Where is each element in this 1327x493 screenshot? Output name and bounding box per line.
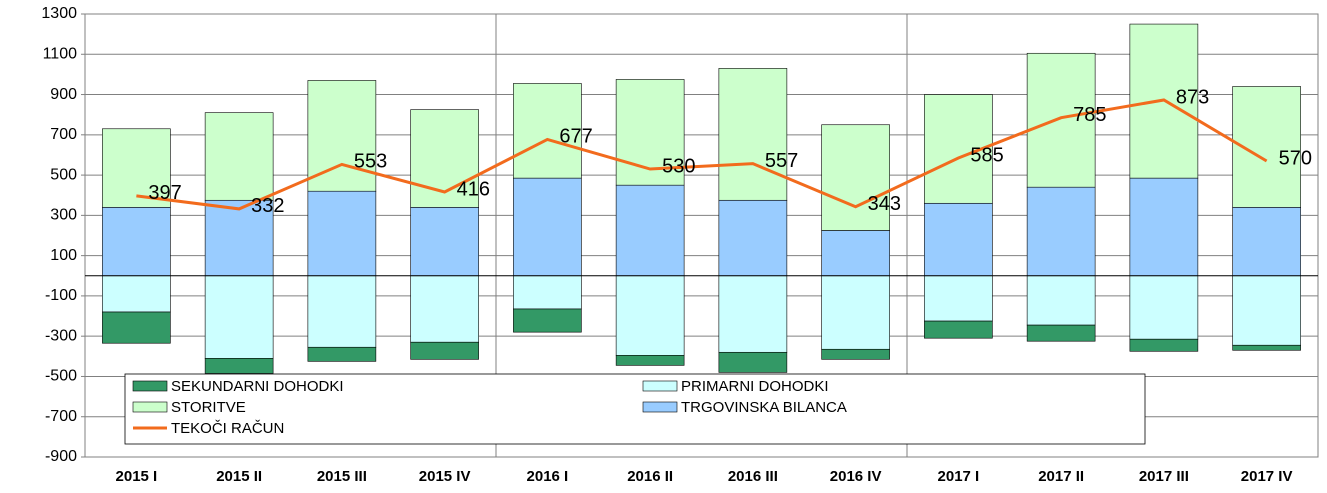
legend-swatch — [132, 380, 168, 392]
bar — [513, 177, 582, 277]
legend-swatch — [132, 401, 168, 413]
bar — [307, 190, 377, 277]
bar — [204, 199, 274, 277]
bar — [1026, 52, 1096, 188]
x-tick-label: 2017 II — [1038, 468, 1084, 485]
y-tick-label: 1300 — [41, 5, 77, 22]
bar — [1232, 344, 1301, 351]
y-tick-label: 700 — [50, 126, 77, 143]
bar — [102, 275, 171, 313]
bar — [410, 207, 479, 277]
y-tick-label: -500 — [45, 368, 77, 385]
bar — [1232, 275, 1301, 346]
data-label: 397 — [148, 182, 181, 204]
legend-label: TEKOČI RAČUN — [171, 420, 284, 437]
data-label: 570 — [1279, 147, 1312, 169]
bar — [615, 355, 685, 366]
x-tick-label: 2016 III — [728, 468, 778, 485]
bar — [615, 275, 685, 356]
x-tick-label: 2015 I — [116, 468, 158, 485]
bar — [718, 275, 788, 353]
x-tick-label: 2016 I — [527, 468, 569, 485]
data-label: 557 — [765, 150, 798, 172]
x-tick-label: 2015 III — [317, 468, 367, 485]
bar — [1026, 275, 1096, 326]
bar — [513, 275, 582, 310]
bar — [821, 230, 890, 277]
bar — [1129, 275, 1199, 340]
bar — [204, 358, 274, 374]
legend-box — [124, 373, 1146, 445]
bar — [821, 124, 890, 231]
bar — [1232, 207, 1301, 277]
data-label: 785 — [1073, 104, 1106, 126]
bar — [1026, 324, 1096, 342]
bar — [307, 346, 377, 362]
bar — [924, 275, 993, 322]
data-label: 553 — [354, 151, 387, 173]
x-tick-label: 2017 I — [938, 468, 980, 485]
bar — [718, 68, 788, 201]
bar — [410, 275, 479, 343]
bar — [718, 199, 788, 277]
bar — [410, 341, 479, 360]
legend-swatch — [642, 380, 678, 392]
y-tick-label: -300 — [45, 327, 77, 344]
bar — [924, 202, 993, 277]
bar — [615, 184, 685, 277]
y-tick-label: -900 — [45, 448, 77, 465]
line — [136, 98, 1268, 211]
bar — [924, 320, 993, 339]
legend-label: SEKUNDARNI DOHODKI — [171, 378, 344, 395]
legend-label: TRGOVINSKA BILANCA — [681, 399, 847, 416]
y-tick-label: 1100 — [43, 45, 78, 62]
x-tick-label: 2017 IV — [1241, 468, 1293, 485]
bar — [821, 275, 890, 350]
y-tick-label: -100 — [45, 287, 77, 304]
bar — [1129, 338, 1199, 352]
x-tick-label: 2015 IV — [419, 468, 471, 485]
x-tick-label: 2015 II — [216, 468, 262, 485]
bar — [1129, 177, 1199, 277]
x-tick-label: 2016 II — [627, 468, 673, 485]
data-label: 530 — [662, 155, 695, 177]
legend-label: STORITVE — [171, 399, 246, 416]
bar — [513, 83, 582, 179]
bar — [204, 275, 274, 359]
bar — [204, 112, 274, 201]
bar — [102, 128, 171, 208]
data-label: 677 — [559, 126, 592, 148]
bar — [307, 275, 377, 348]
legend-label: PRIMARNI DOHODKI — [681, 378, 829, 395]
bar — [821, 348, 890, 360]
bar — [102, 207, 171, 277]
data-label: 343 — [868, 193, 901, 215]
x-tick-label: 2016 IV — [830, 468, 882, 485]
data-label: 416 — [457, 178, 490, 200]
y-tick-label: 300 — [50, 207, 77, 224]
bar — [513, 308, 582, 333]
x-tick-label: 2017 III — [1139, 468, 1189, 485]
bar — [102, 311, 171, 344]
y-tick-label: 500 — [50, 166, 77, 183]
data-label: 873 — [1176, 86, 1209, 108]
data-label: 332 — [251, 195, 284, 217]
bar — [718, 351, 788, 373]
data-label: 585 — [970, 144, 1003, 166]
y-tick-label: -700 — [45, 408, 77, 425]
y-tick-label: 900 — [50, 86, 77, 103]
legend-swatch — [642, 401, 678, 413]
bar — [1026, 186, 1096, 277]
y-tick-label: 100 — [50, 247, 77, 264]
